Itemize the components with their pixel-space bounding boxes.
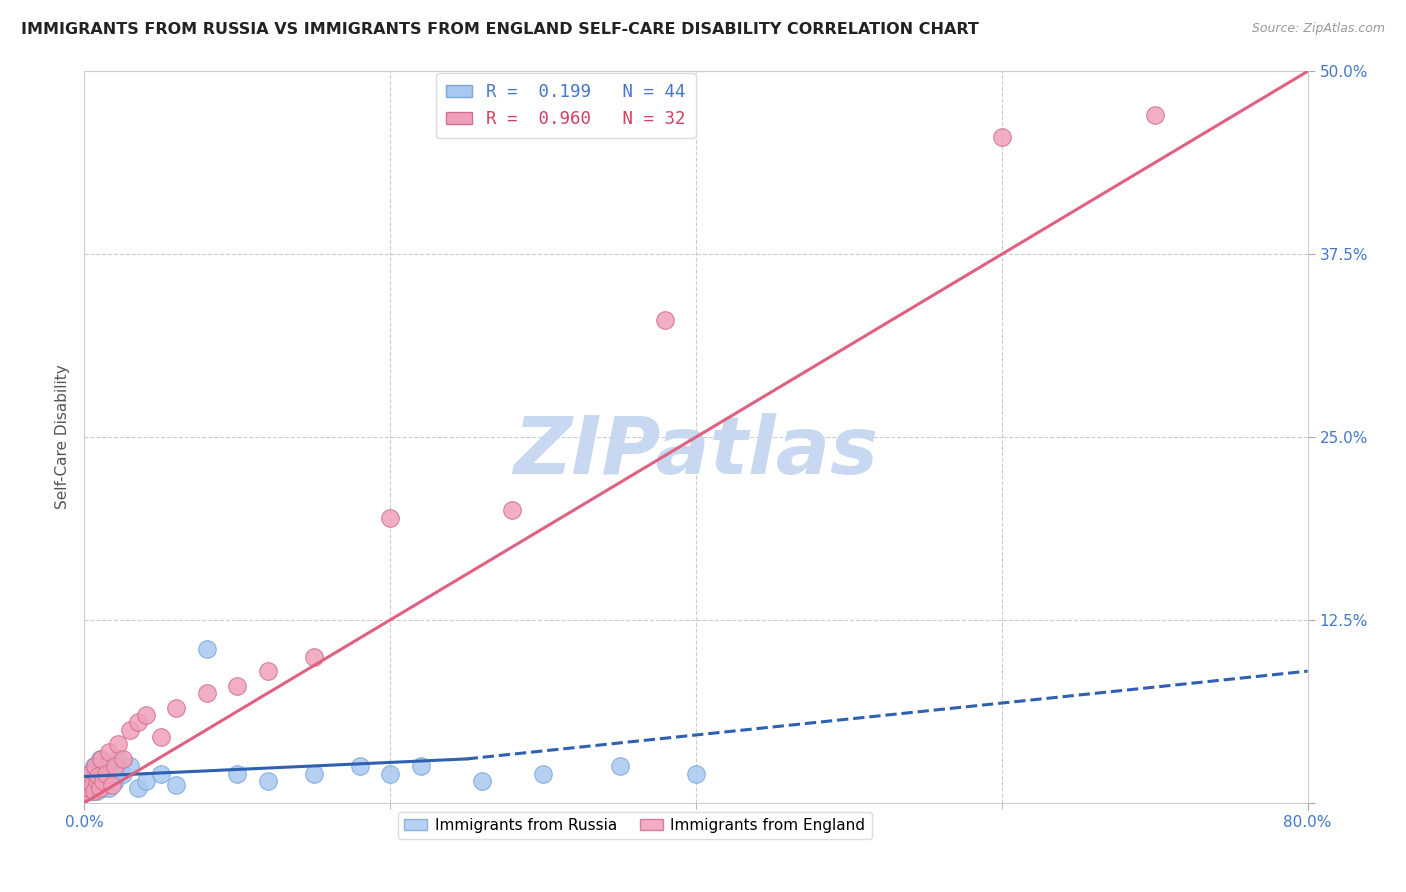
Point — [90, 773, 112, 788]
Point — [226, 679, 249, 693]
Point — [226, 766, 249, 780]
Point — [531, 766, 554, 780]
Point — [107, 752, 129, 766]
Point — [127, 781, 149, 796]
Point — [86, 773, 108, 788]
Y-axis label: Self-Care Disability: Self-Care Disability — [55, 365, 70, 509]
Point — [93, 769, 115, 783]
Point — [120, 759, 142, 773]
Point — [257, 773, 280, 788]
Point — [84, 764, 107, 778]
Point — [77, 766, 100, 780]
Point — [77, 778, 100, 792]
Point — [80, 773, 103, 788]
Point — [75, 781, 97, 796]
Point — [104, 773, 127, 788]
Point — [76, 784, 98, 798]
Point — [120, 723, 142, 737]
Point — [471, 773, 494, 788]
Point — [1143, 108, 1166, 122]
Point — [97, 745, 120, 759]
Point — [195, 686, 218, 700]
Point — [87, 766, 110, 780]
Legend: Immigrants from Russia, Immigrants from England: Immigrants from Russia, Immigrants from … — [398, 812, 872, 839]
Point — [96, 759, 118, 773]
Point — [91, 781, 114, 796]
Point — [79, 766, 101, 780]
Point — [83, 784, 105, 798]
Point — [80, 778, 103, 792]
Point — [380, 766, 402, 780]
Point — [502, 503, 524, 517]
Point — [94, 778, 117, 792]
Point — [654, 313, 676, 327]
Point — [83, 778, 105, 792]
Point — [97, 781, 120, 796]
Point — [76, 773, 98, 788]
Point — [302, 649, 325, 664]
Point — [409, 759, 432, 773]
Point — [91, 773, 114, 788]
Point — [165, 700, 187, 714]
Point — [149, 766, 172, 780]
Point — [77, 781, 100, 796]
Point — [90, 752, 112, 766]
Point — [83, 759, 105, 773]
Point — [380, 510, 402, 524]
Point — [609, 759, 631, 773]
Point — [101, 766, 124, 780]
Point — [149, 730, 172, 744]
Point — [76, 773, 98, 788]
Point — [84, 759, 107, 773]
Point — [111, 752, 134, 766]
Point — [302, 766, 325, 780]
Point — [84, 781, 107, 796]
Point — [111, 766, 134, 780]
Point — [89, 778, 111, 792]
Point — [135, 773, 157, 788]
Point — [94, 766, 117, 780]
Point — [165, 778, 187, 792]
Point — [75, 784, 97, 798]
Point — [101, 778, 124, 792]
Text: ZIPatlas: ZIPatlas — [513, 413, 879, 491]
Point — [79, 769, 101, 783]
Point — [104, 759, 127, 773]
Point — [991, 130, 1014, 145]
Point — [86, 784, 108, 798]
Point — [195, 642, 218, 657]
Text: Source: ZipAtlas.com: Source: ZipAtlas.com — [1251, 22, 1385, 36]
Point — [107, 737, 129, 751]
Point — [135, 708, 157, 723]
Point — [257, 664, 280, 678]
Point — [89, 752, 111, 766]
Point — [685, 766, 707, 780]
Point — [127, 715, 149, 730]
Point — [80, 784, 103, 798]
Point — [87, 769, 110, 783]
Point — [89, 781, 111, 796]
Point — [349, 759, 371, 773]
Point — [86, 773, 108, 788]
Text: IMMIGRANTS FROM RUSSIA VS IMMIGRANTS FROM ENGLAND SELF-CARE DISABILITY CORRELATI: IMMIGRANTS FROM RUSSIA VS IMMIGRANTS FRO… — [21, 22, 979, 37]
Point — [79, 781, 101, 796]
